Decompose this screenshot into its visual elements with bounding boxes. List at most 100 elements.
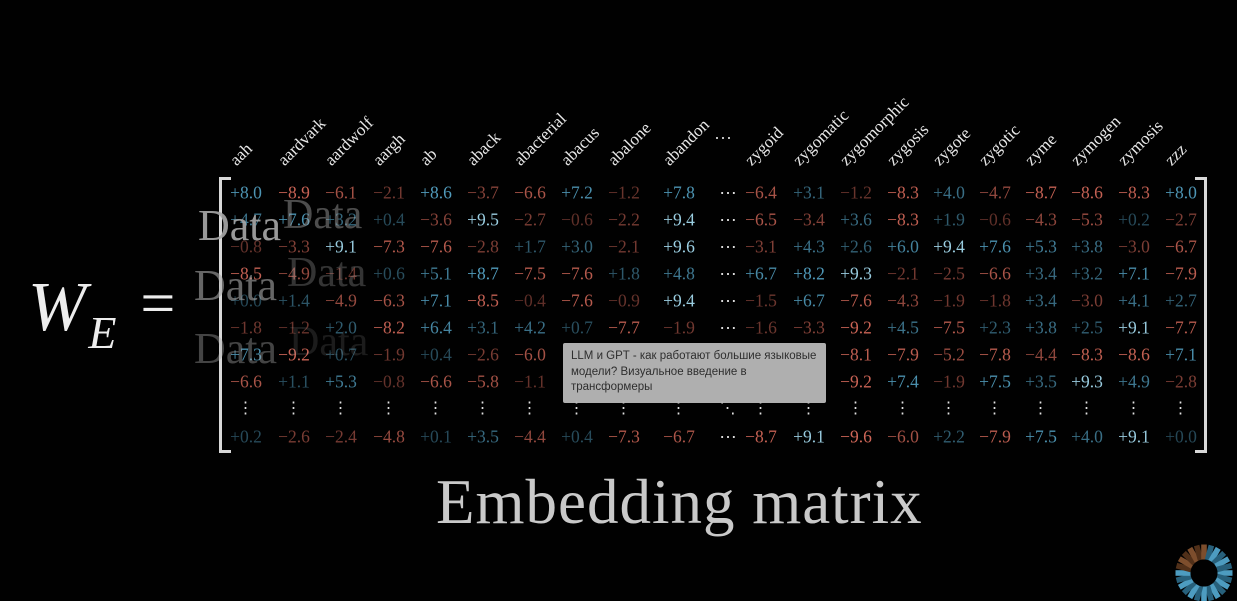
- matrix-cell: −4.4: [514, 426, 546, 447]
- matrix-cell: +0.4: [373, 209, 405, 230]
- matrix-vertical-dots: ⋮: [847, 400, 865, 417]
- matrix-cell: −4.9: [325, 290, 357, 311]
- matrix-cell: −2.7: [1165, 209, 1197, 230]
- matrix-header-word: ab: [415, 144, 441, 170]
- matrix-row-ellipsis: ⋯: [719, 182, 737, 203]
- matrix-cell: −1.2: [278, 317, 310, 338]
- matrix-cell: −9.2: [840, 317, 872, 338]
- matrix-cell: −7.6: [840, 290, 872, 311]
- logo-spoke: [1216, 573, 1233, 584]
- matrix-cell: +7.1: [1118, 263, 1150, 284]
- matrix-cell: −8.6: [1071, 182, 1103, 203]
- matrix-cell: +0.7: [561, 317, 593, 338]
- matrix-cell: −8.7: [1025, 182, 1057, 203]
- matrix-vertical-dots: ⋮: [670, 400, 688, 417]
- matrix-cell: +0.4: [420, 344, 452, 365]
- matrix-cell: −4.4: [1025, 344, 1057, 365]
- matrix-cell: +7.1: [420, 290, 452, 311]
- matrix-cell: +3.4: [1025, 290, 1057, 311]
- data-watermark: Data: [194, 324, 278, 373]
- matrix-cell: +3.4: [1025, 263, 1057, 284]
- matrix-cell: +4.9: [1118, 371, 1150, 392]
- matrix-header-word: abacus: [556, 123, 604, 170]
- matrix-cell: +8.7: [467, 263, 499, 284]
- matrix-cell: +6.4: [420, 317, 452, 338]
- matrix-cell: −0.9: [608, 290, 640, 311]
- matrix-cell: +1.7: [514, 236, 546, 257]
- matrix-cell: +9.1: [325, 236, 357, 257]
- matrix-cell: −2.8: [467, 236, 499, 257]
- matrix-cell: −8.3: [887, 182, 919, 203]
- matrix-vertical-dots: ⋮: [800, 400, 818, 417]
- matrix-cell: +2.2: [933, 426, 965, 447]
- matrix-cell: −1.2: [840, 182, 872, 203]
- matrix-cell: +9.1: [1118, 426, 1150, 447]
- matrix-row-ellipsis: ⋯: [719, 236, 737, 257]
- matrix-cell: +3.2: [325, 209, 357, 230]
- matrix-cell: −7.5: [933, 317, 965, 338]
- matrix-cell: −6.3: [373, 290, 405, 311]
- matrix-cell: −7.6: [420, 236, 452, 257]
- matrix-cell: −7.9: [1165, 263, 1197, 284]
- matrix-vertical-dots: ⋮: [1172, 400, 1190, 417]
- matrix-cell: −3.4: [793, 209, 825, 230]
- matrix-cell: −7.9: [979, 426, 1011, 447]
- matrix-cell: −3.1: [745, 236, 777, 257]
- matrix-cell: −1.4: [325, 263, 357, 284]
- matrix-cell: +8.6: [420, 182, 452, 203]
- video-title-tooltip: LLM и GPT - как работают большие языковы…: [563, 343, 826, 403]
- matrix-cell: −1.9: [373, 344, 405, 365]
- logo-spoke: [1175, 562, 1192, 573]
- matrix-cell: +7.2: [561, 182, 593, 203]
- data-watermark: Data: [194, 261, 278, 310]
- matrix-cell: +0.1: [420, 426, 452, 447]
- weight-subscript: E: [88, 307, 117, 358]
- matrix-cell: −3.3: [793, 317, 825, 338]
- matrix-cell: −0.4: [514, 290, 546, 311]
- matrix-cell: +0.6: [373, 263, 405, 284]
- data-watermark: Data: [198, 201, 282, 250]
- matrix-cell: −0.8: [230, 236, 262, 257]
- matrix-cell: +9.1: [1118, 317, 1150, 338]
- matrix-cell: +3.8: [1025, 317, 1057, 338]
- matrix-cell: −2.6: [467, 344, 499, 365]
- matrix-cell: −3.3: [278, 236, 310, 257]
- matrix-header-word: zzz: [1160, 139, 1191, 170]
- matrix-row-ellipsis: ⋯: [719, 209, 737, 230]
- matrix-vertical-dots: ⋮: [1125, 400, 1143, 417]
- 3blue1brown-logo-icon: [1175, 544, 1233, 601]
- matrix-vertical-dots: ⋮: [380, 400, 398, 417]
- matrix-cell: −6.7: [663, 426, 695, 447]
- logo-spoke: [1214, 556, 1231, 569]
- matrix-row-ellipsis: ⋯: [719, 426, 737, 447]
- matrix-cell: +4.5: [887, 317, 919, 338]
- matrix-cell: −6.0: [514, 344, 546, 365]
- logo-spoke: [1193, 585, 1204, 601]
- matrix-bracket-right: [1195, 177, 1207, 453]
- matrix-cell: −7.6: [561, 263, 593, 284]
- matrix-cell: −2.4: [325, 426, 357, 447]
- matrix-cell: +3.2: [1071, 263, 1103, 284]
- matrix-cell: +5.3: [325, 371, 357, 392]
- data-watermark: Data: [287, 250, 367, 296]
- matrix-header-word: zygoid: [740, 123, 788, 170]
- matrix-cell: −1.9: [933, 290, 965, 311]
- matrix-cell: −1.6: [745, 317, 777, 338]
- matrix-cell: +2.7: [1165, 290, 1197, 311]
- matrix-cell: −3.0: [1118, 236, 1150, 257]
- matrix-cell: −4.3: [1025, 209, 1057, 230]
- logo-spoke: [1216, 562, 1233, 573]
- matrix-vertical-dots: ⋮: [615, 400, 633, 417]
- matrix-cell: +7.8: [663, 182, 695, 203]
- matrix-cell: −2.8: [1165, 371, 1197, 392]
- matrix-cell: −5.3: [1071, 209, 1103, 230]
- matrix-cell: −4.8: [373, 426, 405, 447]
- matrix-cell: +0.4: [561, 426, 593, 447]
- matrix-cell: +5.1: [420, 263, 452, 284]
- matrix-cell: −7.5: [514, 263, 546, 284]
- logo-spoke: [1211, 580, 1227, 596]
- matrix-cell: +4.8: [663, 263, 695, 284]
- matrix-cell: +7.1: [1165, 344, 1197, 365]
- matrix-cell: +4.7: [230, 209, 262, 230]
- matrix-header-word: aargh: [368, 129, 409, 170]
